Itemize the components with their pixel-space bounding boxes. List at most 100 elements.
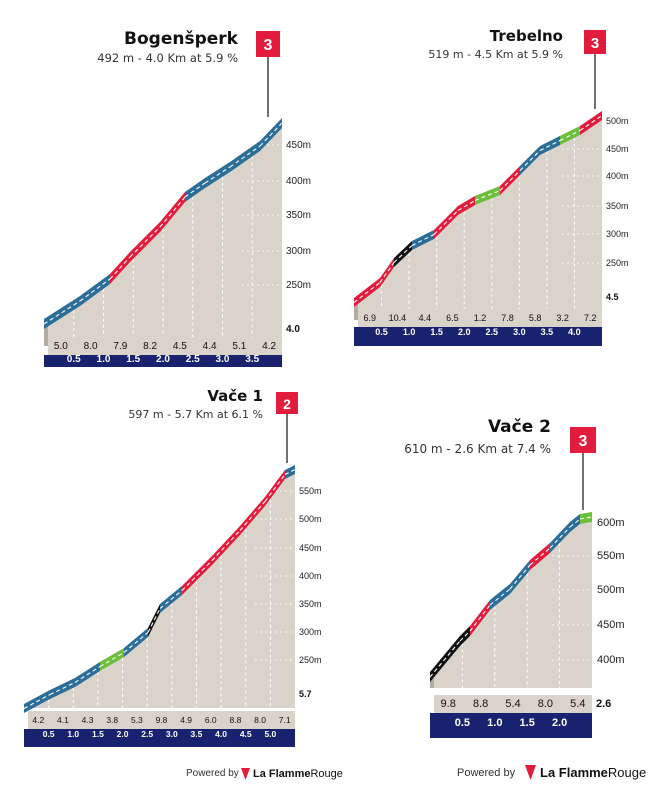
gradient-segment bbox=[80, 274, 110, 306]
grade-label: 6.0 bbox=[205, 715, 217, 725]
gradient-segment bbox=[230, 141, 260, 172]
grade-label: 1.2 bbox=[474, 313, 487, 323]
km-label: 2.0 bbox=[156, 354, 170, 365]
altitude-label: 500m bbox=[299, 514, 322, 524]
category-flag-icon bbox=[584, 30, 606, 54]
ridge-dash bbox=[43, 300, 81, 325]
km-label: 1.0 bbox=[403, 327, 416, 337]
altitude-label: 250m bbox=[606, 258, 629, 268]
distance-strip bbox=[24, 729, 295, 747]
grade-label: 8.0 bbox=[538, 698, 553, 710]
grade-label: 4.9 bbox=[180, 715, 192, 725]
category-flag-icon bbox=[256, 31, 280, 57]
end-km-label: 4.0 bbox=[286, 324, 300, 335]
distance-strip bbox=[354, 327, 602, 346]
ridge-dash bbox=[159, 590, 183, 609]
end-km-label: 2.6 bbox=[596, 698, 611, 710]
grade-label: 4.2 bbox=[262, 341, 276, 352]
ridge-dash bbox=[264, 474, 286, 502]
grade-label: 6.5 bbox=[446, 313, 459, 323]
grade-label-band bbox=[434, 695, 592, 713]
altitude-label: 300m bbox=[299, 627, 322, 637]
km-label: 2.0 bbox=[552, 717, 567, 729]
climb-title: Bogenšperk bbox=[124, 29, 239, 49]
category-flag-icon bbox=[276, 392, 298, 414]
altitude-label: 550m bbox=[299, 486, 322, 496]
climb-subtitle: 519 m - 4.5 Km at 5.9 % bbox=[428, 48, 563, 61]
distance-strip bbox=[44, 355, 282, 367]
ridge-dash bbox=[489, 588, 511, 606]
altitude-label: 450m bbox=[286, 140, 311, 151]
gradient-segment bbox=[580, 111, 602, 135]
km-label: 3.0 bbox=[513, 327, 526, 337]
km-label: 3.5 bbox=[541, 327, 554, 337]
category-flag-icon bbox=[570, 427, 596, 453]
altitude-label: 350m bbox=[286, 210, 311, 221]
gradient-segment bbox=[580, 512, 592, 524]
climb-subtitle: 610 m - 2.6 Km at 7.4 % bbox=[404, 442, 551, 456]
km-label: 4.0 bbox=[568, 327, 581, 337]
grade-label: 5.0 bbox=[54, 341, 68, 352]
km-label: 1.5 bbox=[126, 354, 140, 365]
km-label: 5.0 bbox=[264, 729, 276, 739]
ridge-dash bbox=[129, 226, 161, 258]
gradient-segment bbox=[560, 126, 580, 145]
altitude-label: 300m bbox=[606, 229, 629, 239]
grade-label: 8.8 bbox=[229, 715, 241, 725]
grade-label: 9.8 bbox=[156, 715, 168, 725]
km-label: 1.0 bbox=[97, 354, 111, 365]
altitude-label: 250m bbox=[286, 280, 311, 291]
grade-label: 8.8 bbox=[473, 698, 488, 710]
profile-area bbox=[24, 465, 295, 708]
footer-left: Powered by La FlammeRouge bbox=[186, 768, 343, 780]
ridge-dash bbox=[429, 640, 461, 678]
grade-label: 3.8 bbox=[106, 715, 118, 725]
grade-label-band bbox=[358, 309, 602, 327]
climb-subtitle: 492 m - 4.0 Km at 5.9 % bbox=[97, 51, 238, 65]
grade-label: 5.1 bbox=[232, 341, 246, 352]
grade-label: 4.5 bbox=[173, 341, 187, 352]
climb-subtitle: 597 m - 5.7 Km at 6.1 % bbox=[128, 408, 263, 421]
ridge-dash bbox=[99, 652, 125, 667]
gradient-segment bbox=[185, 178, 205, 202]
grade-label: 5.4 bbox=[505, 698, 520, 710]
altitude-label: 400m bbox=[597, 654, 625, 666]
grade-label: 7.9 bbox=[113, 341, 127, 352]
grade-label: 4.4 bbox=[419, 313, 432, 323]
grade-label: 7.2 bbox=[584, 313, 597, 323]
ridge-dash bbox=[569, 518, 581, 528]
category-flag: 3 bbox=[584, 30, 606, 109]
km-label: 4.5 bbox=[240, 729, 252, 739]
ridge-dash bbox=[519, 150, 541, 171]
gradient-segment bbox=[148, 604, 160, 637]
category-flag: 3 bbox=[256, 31, 280, 117]
gradient-segment bbox=[50, 678, 75, 699]
grade-label: 6.9 bbox=[364, 313, 377, 323]
ridge-dash bbox=[229, 145, 261, 168]
gradient-segment bbox=[475, 186, 500, 205]
grade-label: 7.8 bbox=[501, 313, 514, 323]
ridge-dash bbox=[474, 189, 501, 202]
profile-area bbox=[354, 111, 602, 320]
category-flag: 3 bbox=[570, 427, 596, 510]
ridge-dash bbox=[579, 516, 593, 520]
brand-name: La FlammeRouge bbox=[540, 765, 646, 780]
ridge-dash bbox=[79, 278, 111, 302]
end-km-label: 4.5 bbox=[606, 292, 619, 302]
powered-by-text: Powered by bbox=[457, 767, 516, 779]
km-label: 2.0 bbox=[458, 327, 471, 337]
gradient-segment bbox=[412, 230, 434, 250]
climb-title: Vače 1 bbox=[207, 387, 263, 405]
gradient-segment bbox=[240, 497, 265, 535]
altitude-label: 550m bbox=[597, 550, 625, 562]
ridge-dash bbox=[579, 115, 603, 131]
category-flag: 2 bbox=[276, 392, 298, 463]
ridge-dash bbox=[529, 547, 551, 566]
ridge-dash bbox=[239, 501, 266, 531]
ridge-dash bbox=[549, 526, 571, 549]
grade-label: 10.4 bbox=[389, 313, 407, 323]
gradient-segment bbox=[100, 648, 124, 671]
km-label: 1.0 bbox=[67, 729, 79, 739]
climb-title: Trebelno bbox=[490, 27, 563, 45]
